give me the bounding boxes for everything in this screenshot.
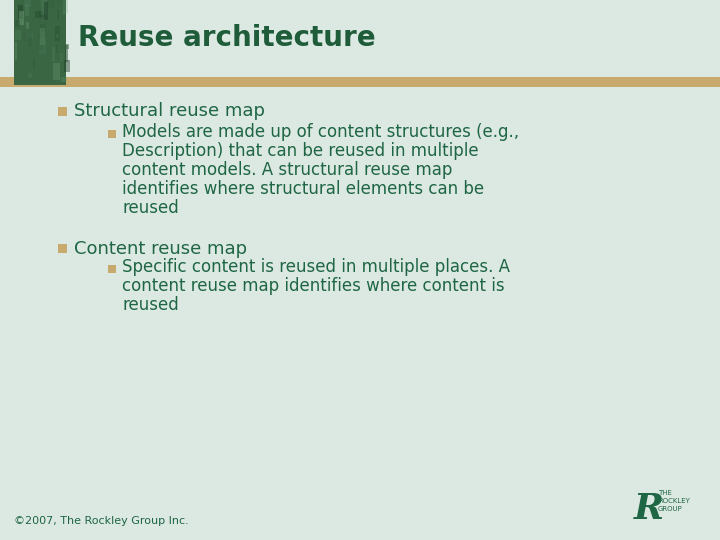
Text: identifies where structural elements can be: identifies where structural elements can… — [122, 180, 484, 198]
FancyBboxPatch shape — [26, 22, 29, 29]
FancyBboxPatch shape — [24, 0, 31, 8]
FancyBboxPatch shape — [52, 47, 55, 62]
FancyBboxPatch shape — [44, 2, 48, 19]
FancyBboxPatch shape — [40, 24, 46, 32]
FancyBboxPatch shape — [60, 53, 63, 62]
FancyBboxPatch shape — [25, 4, 30, 16]
FancyBboxPatch shape — [18, 4, 22, 19]
FancyBboxPatch shape — [32, 58, 35, 69]
FancyBboxPatch shape — [37, 6, 42, 11]
Text: content models. A structural reuse map: content models. A structural reuse map — [122, 161, 452, 179]
Text: Reuse architecture: Reuse architecture — [78, 24, 376, 52]
FancyBboxPatch shape — [61, 77, 68, 83]
FancyBboxPatch shape — [63, 60, 70, 72]
Text: content reuse map identifies where content is: content reuse map identifies where conte… — [122, 277, 505, 295]
FancyBboxPatch shape — [40, 28, 45, 45]
Text: Structural reuse map: Structural reuse map — [74, 103, 265, 120]
FancyBboxPatch shape — [47, 0, 55, 8]
FancyBboxPatch shape — [38, 16, 43, 22]
FancyBboxPatch shape — [37, 35, 45, 49]
FancyBboxPatch shape — [63, 11, 66, 15]
Bar — [0, 77, 720, 87]
FancyBboxPatch shape — [65, 45, 68, 62]
FancyBboxPatch shape — [15, 30, 22, 40]
Text: THE
ROCKLEY
GROUP: THE ROCKLEY GROUP — [658, 490, 690, 512]
Bar — [108, 265, 116, 273]
Bar — [108, 130, 116, 138]
Text: R: R — [634, 492, 664, 526]
Text: Content reuse map: Content reuse map — [74, 240, 247, 258]
Text: Specific content is reused in multiple places. A: Specific content is reused in multiple p… — [122, 258, 510, 276]
FancyBboxPatch shape — [14, 0, 66, 85]
FancyBboxPatch shape — [57, 69, 61, 76]
Text: reused: reused — [122, 199, 179, 217]
FancyBboxPatch shape — [26, 32, 33, 38]
Text: Models are made up of content structures (e.g.,: Models are made up of content structures… — [122, 123, 519, 141]
FancyBboxPatch shape — [55, 45, 58, 52]
FancyBboxPatch shape — [32, 0, 35, 6]
FancyBboxPatch shape — [39, 11, 45, 17]
Text: ©2007, The Rockley Group Inc.: ©2007, The Rockley Group Inc. — [14, 516, 189, 526]
Text: reused: reused — [122, 296, 179, 314]
FancyBboxPatch shape — [55, 26, 60, 40]
FancyBboxPatch shape — [28, 73, 32, 78]
FancyBboxPatch shape — [35, 11, 42, 18]
FancyBboxPatch shape — [53, 63, 60, 80]
FancyBboxPatch shape — [56, 34, 59, 38]
FancyBboxPatch shape — [15, 20, 20, 27]
FancyBboxPatch shape — [63, 0, 68, 13]
FancyBboxPatch shape — [28, 33, 32, 46]
FancyBboxPatch shape — [19, 11, 24, 25]
FancyBboxPatch shape — [39, 39, 46, 54]
Text: Description) that can be reused in multiple: Description) that can be reused in multi… — [122, 142, 479, 160]
FancyBboxPatch shape — [57, 10, 59, 21]
FancyBboxPatch shape — [14, 42, 17, 59]
FancyBboxPatch shape — [24, 32, 29, 40]
Bar — [58, 244, 67, 253]
FancyBboxPatch shape — [63, 44, 69, 49]
FancyBboxPatch shape — [42, 0, 48, 15]
FancyBboxPatch shape — [57, 0, 62, 6]
Bar — [58, 107, 67, 116]
